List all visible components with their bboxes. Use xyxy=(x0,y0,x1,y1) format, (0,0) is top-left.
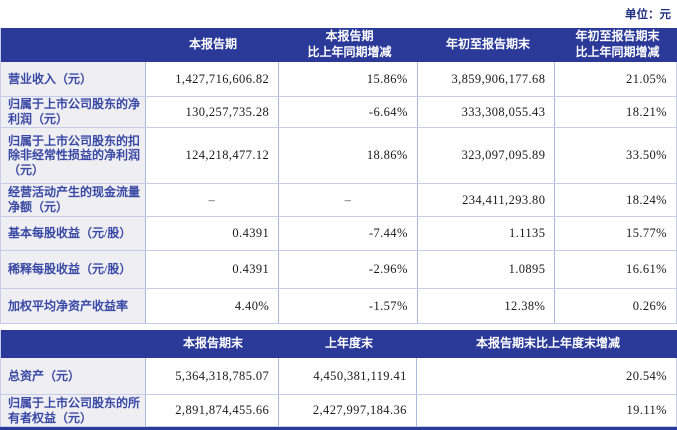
value-cell: 0.4391 xyxy=(146,251,280,288)
value-cell: 2,427,997,184.36 xyxy=(279,395,417,426)
value-cell: 1.1135 xyxy=(418,217,556,250)
value-cell: -2.96% xyxy=(279,251,418,288)
table1-header-row: 本报告期 本报告期 比上年同期增减 年初至报告期末 年初至报告期末 比上年同期增… xyxy=(1,28,677,62)
value-cell: 21.05% xyxy=(626,71,667,86)
value-cell: -1.57% xyxy=(279,289,418,323)
value-cell: 18.21% xyxy=(626,104,667,119)
value-cell: 15.86% xyxy=(279,62,418,96)
table2-header-blank xyxy=(1,330,146,358)
table-row-owners-equity: 归属于上市公司股东的所有者权益（元） 2,891,874,455.66 2,42… xyxy=(1,395,676,427)
table-row-operating-cash-flow: 经营活动产生的现金流量净额（元） – – 234,411,293.80 18.2… xyxy=(1,184,676,217)
value-cell: 1.0895 xyxy=(418,251,556,288)
value-cell: 333,308,055.43 xyxy=(418,97,556,127)
value-cell: -6.64% xyxy=(279,97,418,127)
value-cell: 18.86% xyxy=(279,128,418,183)
table-row-total-assets: 总资产（元） 5,364,318,785.07 4,450,381,119.41… xyxy=(1,358,676,395)
table-row-basic-eps: 基本每股收益（元/股） 0.4391 -7.44% 1.1135 15.77% xyxy=(1,217,676,251)
value-cell: 4.40% xyxy=(146,289,280,323)
value-cell: 3,859,906,177.68 xyxy=(418,62,556,96)
value-cell-dash: – xyxy=(279,184,418,216)
row-label: 总资产（元） xyxy=(1,358,146,394)
table1-header-ytd-yoy-change: 年初至报告期末 比上年同期增减 xyxy=(575,29,660,59)
row-label: 经营活动产生的现金流量净额（元） xyxy=(1,184,146,216)
table2-header-row: 本报告期末 上年度末 本报告期末比上年度末增减 xyxy=(1,330,677,358)
value-cell: 18.24% xyxy=(626,192,668,207)
row-label: 归属于上市公司股东的扣除非经常性损益的净利润（元） xyxy=(1,128,146,183)
value-cell: 1,427,716,606.82 xyxy=(146,62,280,96)
value-cell: -7.44% xyxy=(279,217,418,250)
row-label: 归属于上市公司股东的净利润（元） xyxy=(1,97,146,127)
value-cell: 5,364,318,785.07 xyxy=(146,358,280,394)
value-cell: 12.38% xyxy=(418,289,556,323)
value-cell: 4,450,381,119.41 xyxy=(279,358,417,394)
value-cell: 323,097,095.89 xyxy=(418,128,556,183)
table-row-net-profit: 归属于上市公司股东的净利润（元） 130,257,735.28 -6.64% 3… xyxy=(1,97,676,128)
unit-label: 单位：元 xyxy=(625,9,671,21)
table1-header-ytd: 年初至报告期末 xyxy=(445,37,530,52)
table-row-revenue: 营业收入（元） 1,427,716,606.82 15.86% 3,859,90… xyxy=(1,62,676,97)
row-label: 稀释每股收益（元/股） xyxy=(1,251,146,288)
value-cell: 16.61% xyxy=(626,262,667,276)
row-label: 归属于上市公司股东的所有者权益（元） xyxy=(1,395,146,426)
value-cell: 0.4391 xyxy=(146,217,280,250)
value-cell: 19.11% xyxy=(626,403,667,417)
quarterly-results-table: 本报告期 本报告期 比上年同期增减 年初至报告期末 年初至报告期末 比上年同期增… xyxy=(0,28,677,324)
unit-row: 单位：元 xyxy=(0,0,677,28)
table1-header-period-yoy-change: 本报告期 比上年同期增减 xyxy=(307,29,392,59)
table1-header-blank xyxy=(1,28,146,62)
table1-header-current-period: 本报告期 xyxy=(188,37,237,52)
row-label: 加权平均净资产收益率 xyxy=(1,289,146,323)
table2-header-change-vs-prior-year-end: 本报告期末比上年度末增减 xyxy=(475,336,620,351)
table-row-net-profit-excl-nonrecurring: 归属于上市公司股东的扣除非经常性损益的净利润（元） 124,218,477.12… xyxy=(1,128,676,184)
table-bottom-border xyxy=(0,427,677,430)
value-cell: 2,891,874,455.66 xyxy=(146,395,280,426)
table-row-weighted-avg-roe: 加权平均净资产收益率 4.40% -1.57% 12.38% 0.26% xyxy=(1,289,676,324)
value-cell: 130,257,735.28 xyxy=(146,97,280,127)
period-end-table: 本报告期末 上年度末 本报告期末比上年度末增减 总资产（元） 5,364,318… xyxy=(0,330,677,427)
value-cell: 234,411,293.80 xyxy=(418,184,556,216)
value-cell: 0.26% xyxy=(632,298,667,313)
value-cell: 124,218,477.12 xyxy=(146,128,280,183)
table2-header-period-end: 本报告期末 xyxy=(182,336,243,351)
row-label: 营业收入（元） xyxy=(1,62,146,96)
table2-header-prior-year-end: 上年度末 xyxy=(324,336,373,351)
table-row-diluted-eps: 稀释每股收益（元/股） 0.4391 -2.96% 1.0895 16.61% xyxy=(1,251,676,289)
value-cell: 20.54% xyxy=(626,368,667,383)
table-separator xyxy=(0,324,677,330)
value-cell: 15.77% xyxy=(626,226,667,240)
value-cell-dash: – xyxy=(146,184,280,216)
value-cell: 33.50% xyxy=(626,148,667,162)
row-label: 基本每股收益（元/股） xyxy=(1,217,146,250)
